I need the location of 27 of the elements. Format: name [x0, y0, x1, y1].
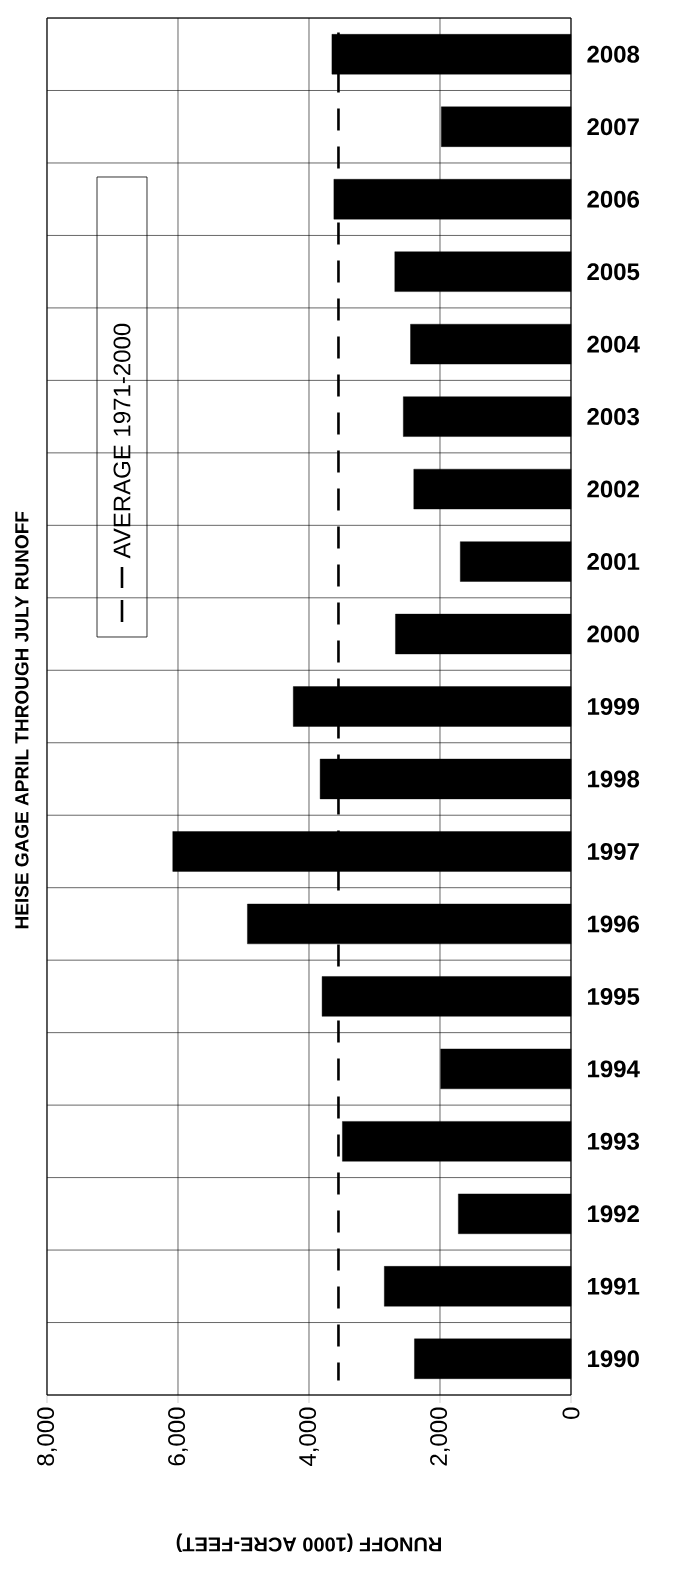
y-tick-label: 2007 [587, 118, 639, 136]
y-tick-label: 2005 [587, 263, 640, 281]
y-tick-label: 2008 [587, 45, 640, 63]
y-tick-label: 1996 [588, 915, 640, 933]
x-tick-label: 8,000 [37, 1407, 57, 1466]
x-tick-label: 6,000 [168, 1407, 188, 1466]
y-tick-label: 2003 [587, 408, 640, 426]
ref-line-label: AVERAGE 1971-2000 [113, 323, 131, 559]
y-tick-label: 2006 [587, 190, 640, 208]
text: HEISE GAGE APRIL THROUGH JULY RUNOFF [15, 511, 29, 929]
y-tick-label: 1995 [588, 987, 640, 1005]
y-tick-label: 1993 [588, 1132, 640, 1150]
y-tick-label: 1999 [588, 698, 639, 716]
y-tick-label: 1990 [588, 1350, 639, 1368]
x-axis-title: RUNOFF (1000 ACRE-FEET) [176, 1533, 441, 1553]
y-tick-label: 1994 [588, 1060, 640, 1078]
y-tick-label: 2000 [587, 625, 639, 643]
x-tick-label: 0 [562, 1407, 580, 1419]
y-tick-label: 2002 [587, 480, 639, 498]
y-tick-label: 1992 [588, 1205, 639, 1223]
y-tick-label: 1997 [588, 842, 639, 860]
y-tick-label: 1991 [588, 1277, 640, 1295]
y-tick-label: 2001 [587, 553, 640, 571]
y-tick-label: 1998 [588, 770, 640, 788]
y-tick-label: 2004 [587, 335, 640, 353]
x-tick-label: 2,000 [430, 1407, 450, 1466]
x-tick-label: 4,000 [299, 1407, 319, 1467]
